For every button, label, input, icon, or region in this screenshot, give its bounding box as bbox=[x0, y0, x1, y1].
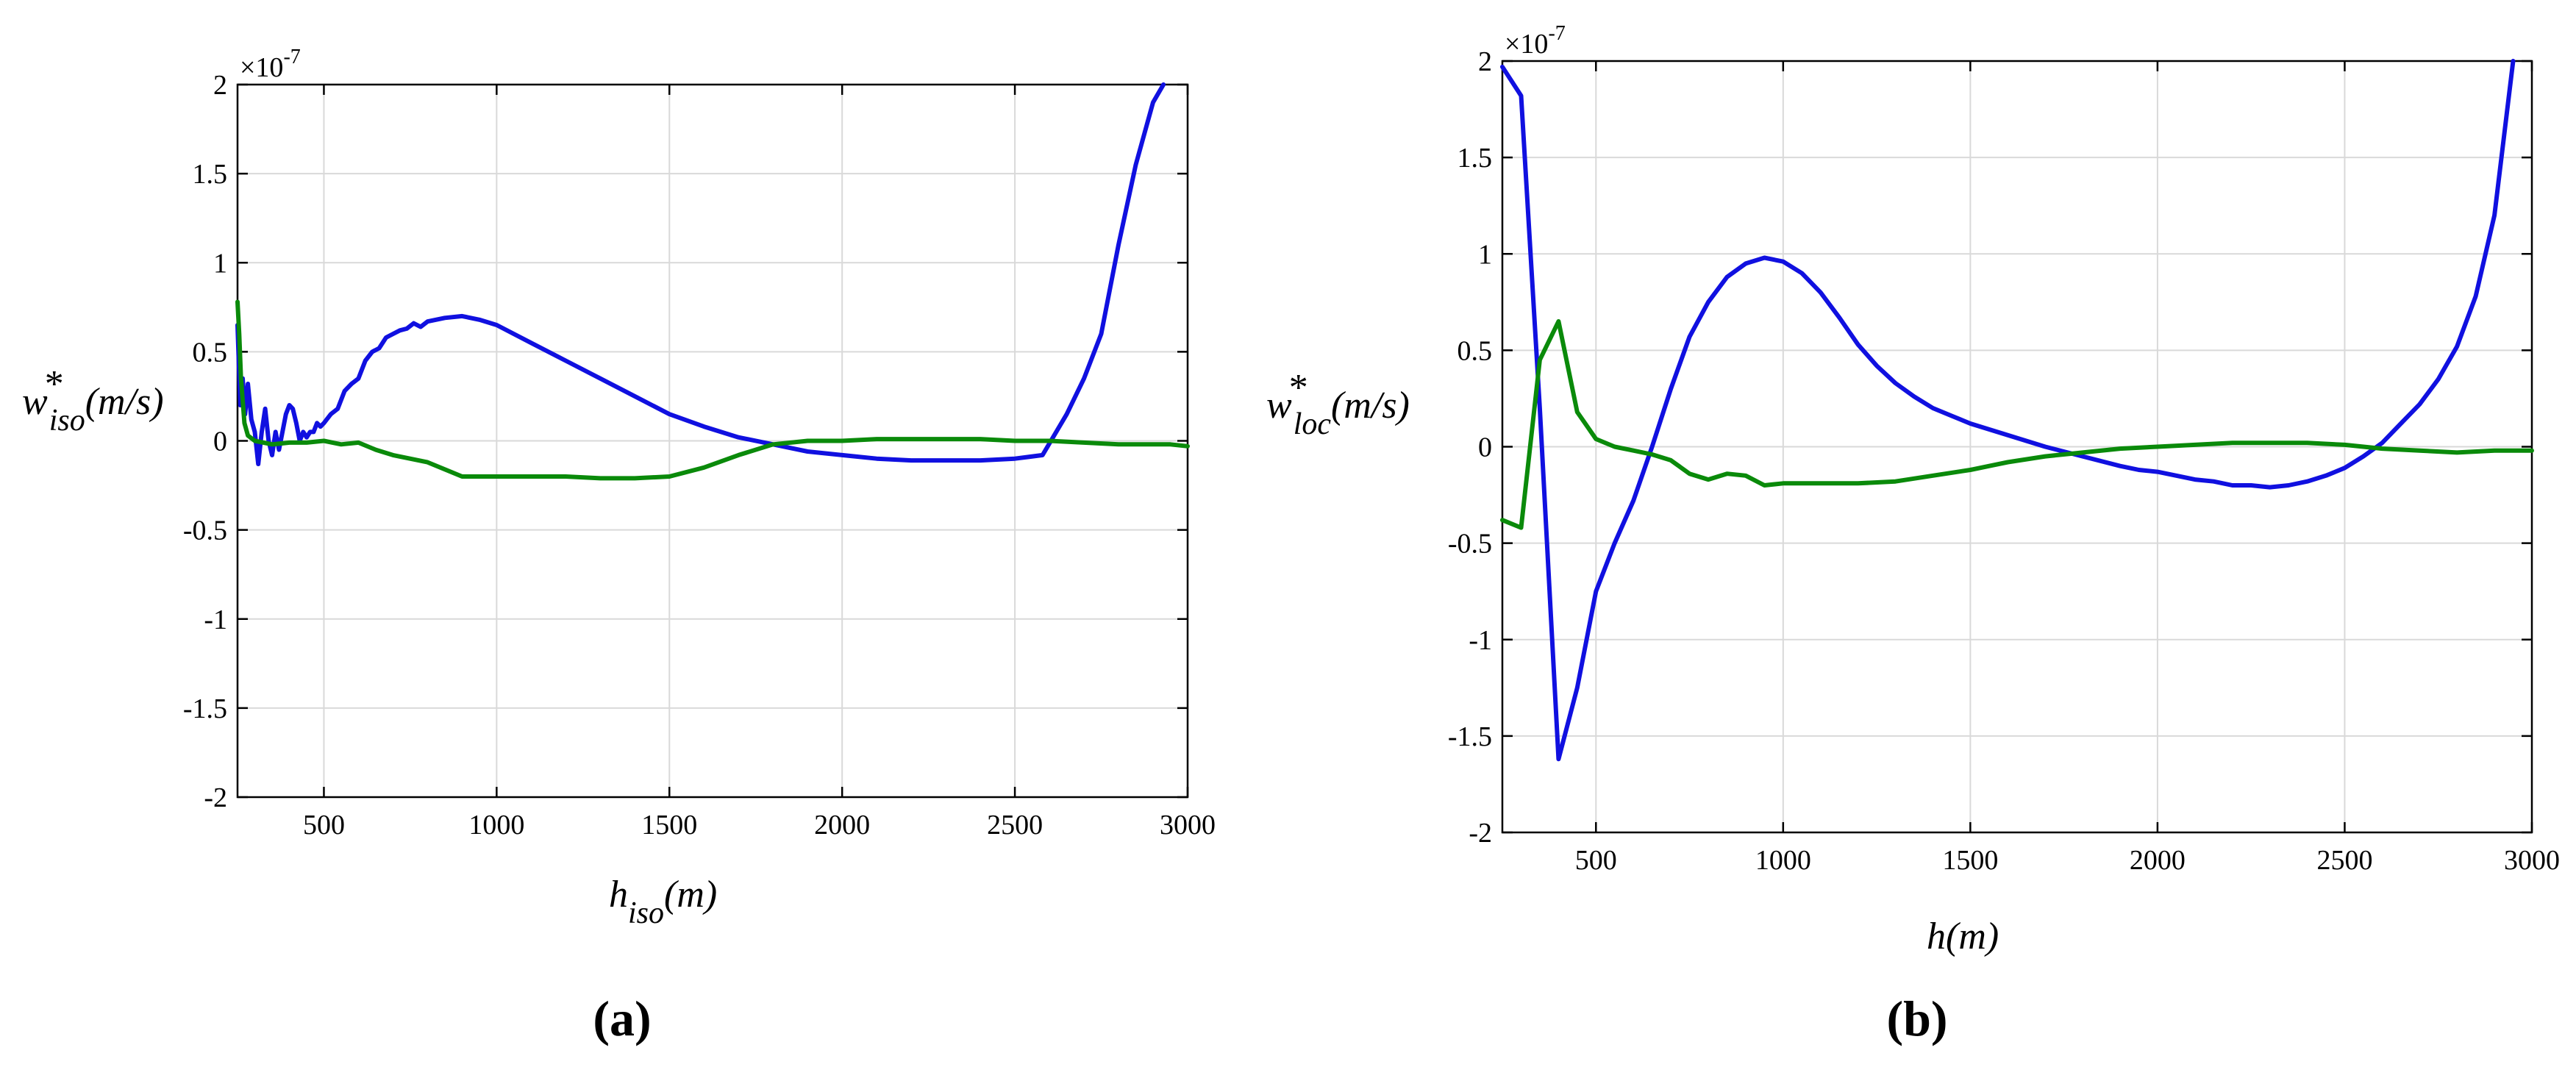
chart-a-xtick-label-5: 3000 bbox=[1160, 810, 1216, 841]
chart-a-xtick-label-4: 2500 bbox=[987, 810, 1043, 841]
chart-a-tickmarks bbox=[238, 83, 1189, 799]
chart-a-exponent: ×10-7 bbox=[240, 46, 301, 83]
chart-a-ytick-labels: -2 -1.5 -1 -0.5 0 0.5 1 1.5 2 bbox=[183, 70, 227, 813]
chart-b-tickmarks bbox=[1502, 60, 2533, 834]
chart-b-ytick-label-5: 0.5 bbox=[1458, 335, 1493, 366]
chart-b-xtick-label-0: 500 bbox=[1575, 845, 1617, 876]
chart-a-xtick-label-0: 500 bbox=[303, 810, 345, 841]
chart-b-ylabel: w* loc(m/s) bbox=[1266, 367, 1410, 441]
chart-a-ytick-label-7: 1.5 bbox=[193, 159, 228, 190]
chart-b-panel-label: (b) bbox=[1886, 991, 1947, 1046]
chart-a-ytick-label-3: -0.5 bbox=[183, 515, 227, 546]
chart-a-series bbox=[235, 82, 1190, 481]
chart-b-ytick-label-7: 1.5 bbox=[1458, 143, 1493, 174]
chart-a-series-0-line bbox=[235, 82, 1166, 466]
chart-a-ytick-label-2: -1 bbox=[204, 604, 227, 635]
chart-a-ytick-label-1: -1.5 bbox=[183, 693, 227, 724]
chart-a-ytick-label-8: 2 bbox=[213, 70, 227, 101]
chart-b-ytick-label-8: 2 bbox=[1478, 46, 1492, 77]
chart-b: -2 -1.5 -1 -0.5 0 0.5 1 1.5 2 500 1000 1500 2000 250… bbox=[1266, 22, 2560, 1046]
chart-a-series-1-line bbox=[235, 299, 1190, 481]
chart-b-xtick-label-3: 2000 bbox=[2130, 845, 2186, 876]
chart-b-xtick-label-1: 1000 bbox=[1755, 845, 1811, 876]
chart-a-xtick-label-3: 2000 bbox=[814, 810, 870, 841]
chart-b-ytick-label-2: -1 bbox=[1469, 625, 1492, 656]
chart-a-ytick-label-4: 0 bbox=[213, 427, 227, 457]
chart-b-xtick-label-4: 2500 bbox=[2316, 845, 2372, 876]
chart-a-xtick-label-2: 1500 bbox=[641, 810, 697, 841]
chart-a-ytick-label-5: 0.5 bbox=[193, 337, 228, 368]
chart-b-ytick-label-1: -1.5 bbox=[1448, 721, 1492, 752]
chart-a-panel-label: (a) bbox=[593, 991, 651, 1046]
chart-b-series bbox=[1500, 59, 2534, 762]
chart-b-series-0-line bbox=[1500, 59, 2516, 762]
chart-b-xtick-label-2: 1500 bbox=[1942, 845, 1998, 876]
chart-b-ytick-labels: -2 -1.5 -1 -0.5 0 0.5 1 1.5 2 bbox=[1448, 46, 1492, 849]
chart-a-xlabel: hiso(m) bbox=[609, 874, 717, 930]
chart-a-ytick-label-0: -2 bbox=[204, 782, 227, 813]
chart-b-ytick-label-0: -2 bbox=[1469, 818, 1492, 849]
chart-b-xtick-label-5: 3000 bbox=[2504, 845, 2560, 876]
chart-b-series-1-line bbox=[1500, 319, 2534, 530]
chart-b-exponent: ×10-7 bbox=[1505, 22, 1566, 60]
chart-b-xtick-labels: 500 1000 1500 2000 2500 3000 bbox=[1575, 845, 2560, 876]
chart-a: -2 -1.5 -1 -0.5 0 0.5 1 1.5 2 500 1000 1500 2000 250… bbox=[22, 46, 1216, 1046]
chart-a-xtick-label-1: 1000 bbox=[468, 810, 524, 841]
chart-a-ytick-label-6: 1 bbox=[213, 248, 227, 279]
chart-b-ytick-label-6: 1 bbox=[1478, 239, 1492, 270]
chart-b-xlabel: h(m) bbox=[1927, 916, 1999, 957]
chart-a-xtick-labels: 500 1000 1500 2000 2500 3000 bbox=[303, 810, 1216, 841]
chart-b-ytick-label-4: 0 bbox=[1478, 432, 1492, 463]
chart-b-ytick-label-3: -0.5 bbox=[1448, 529, 1492, 560]
chart-a-ylabel: w* iso(m/s) bbox=[22, 363, 164, 438]
